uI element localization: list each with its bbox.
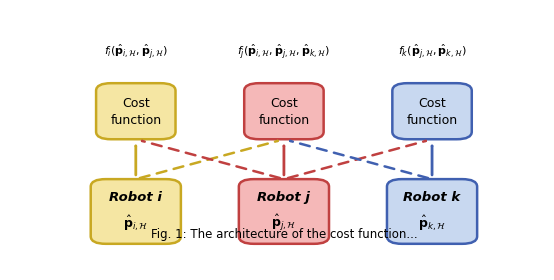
FancyArrowPatch shape: [140, 141, 278, 178]
Text: $f_i(\hat{\mathbf{p}}_{i,\mathcal{H}}, \hat{\mathbf{p}}_{j,\mathcal{H}})$: $f_i(\hat{\mathbf{p}}_{i,\mathcal{H}}, \…: [104, 42, 168, 61]
Text: $\hat{\mathbf{p}}_{i,\mathcal{H}}$: $\hat{\mathbf{p}}_{i,\mathcal{H}}$: [123, 214, 148, 233]
FancyBboxPatch shape: [244, 83, 324, 139]
FancyBboxPatch shape: [387, 179, 477, 244]
Text: Robot i: Robot i: [109, 191, 162, 204]
FancyBboxPatch shape: [96, 83, 176, 139]
FancyBboxPatch shape: [91, 179, 181, 244]
FancyArrowPatch shape: [142, 141, 280, 178]
Text: function: function: [258, 115, 310, 127]
Text: Robot j: Robot j: [258, 191, 310, 204]
Text: Cost: Cost: [418, 97, 446, 110]
Text: function: function: [110, 115, 161, 127]
Text: Fig. 1: The architecture of the cost function...: Fig. 1: The architecture of the cost fun…: [151, 228, 417, 241]
Text: $f_j(\hat{\mathbf{p}}_{i,\mathcal{H}}, \hat{\mathbf{p}}_{j,\mathcal{H}}, \hat{\m: $f_j(\hat{\mathbf{p}}_{i,\mathcal{H}}, \…: [238, 42, 330, 61]
FancyArrowPatch shape: [290, 141, 428, 178]
Text: Robot k: Robot k: [403, 191, 461, 204]
Text: $\hat{\mathbf{p}}_{k,\mathcal{H}}$: $\hat{\mathbf{p}}_{k,\mathcal{H}}$: [418, 214, 446, 233]
Text: Cost: Cost: [270, 97, 298, 110]
FancyBboxPatch shape: [239, 179, 329, 244]
Text: Cost: Cost: [122, 97, 150, 110]
FancyBboxPatch shape: [392, 83, 472, 139]
Text: $f_k(\hat{\mathbf{p}}_{j,\mathcal{H}}, \hat{\mathbf{p}}_{k,\mathcal{H}})$: $f_k(\hat{\mathbf{p}}_{j,\mathcal{H}}, \…: [398, 42, 466, 61]
Text: function: function: [407, 115, 458, 127]
FancyArrowPatch shape: [288, 141, 426, 178]
Text: $\hat{\mathbf{p}}_{j,\mathcal{H}}$: $\hat{\mathbf{p}}_{j,\mathcal{H}}$: [271, 213, 296, 233]
